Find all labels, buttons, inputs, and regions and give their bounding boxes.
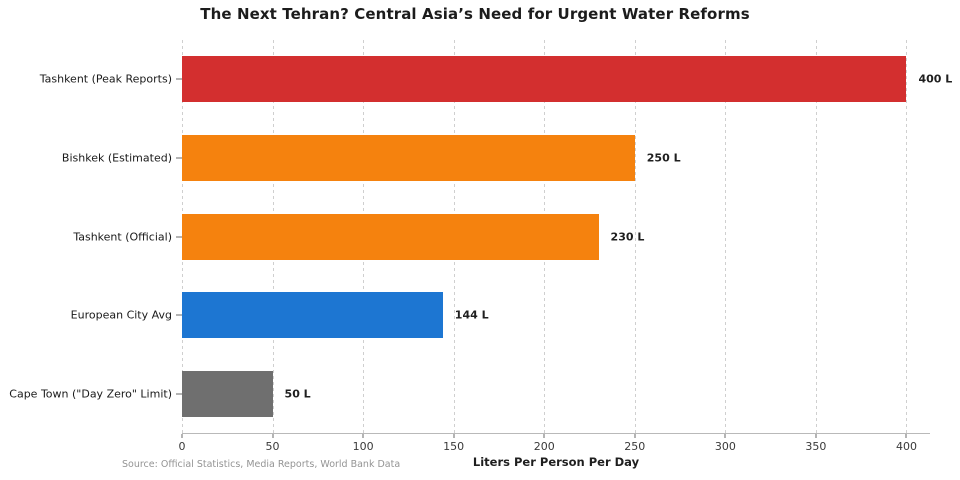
category-label: European City Avg — [70, 308, 172, 322]
category-label: Tashkent (Peak Reports) — [39, 72, 172, 86]
gridline — [906, 40, 908, 433]
x-tick-mark — [905, 434, 907, 438]
bar — [182, 292, 443, 339]
x-tick-label: 200 — [533, 440, 555, 453]
x-tick-mark — [272, 434, 274, 438]
gridline — [725, 40, 727, 433]
category-label: Bishkek (Estimated) — [61, 151, 172, 165]
y-tick-mark — [176, 157, 182, 159]
bar-value-label: 50 L — [284, 387, 311, 401]
x-tick-mark — [543, 434, 545, 438]
x-tick-label: 150 — [443, 440, 465, 453]
bar-value-label: 400 L — [918, 72, 953, 86]
x-tick-mark — [362, 434, 364, 438]
x-tick-label: 300 — [714, 440, 736, 453]
bar — [182, 213, 599, 260]
y-tick-mark — [176, 314, 182, 316]
bar-value-label: 144 L — [454, 308, 489, 322]
category-label: Cape Town ("Day Zero" Limit) — [9, 387, 172, 401]
bar-value-label: 250 L — [646, 151, 681, 165]
x-tick-label: 0 — [178, 440, 186, 453]
bar-value-label: 230 L — [610, 230, 645, 243]
x-axis-spine — [182, 433, 930, 434]
source-note: Source: Official Statistics, Media Repor… — [122, 459, 401, 470]
x-tick-label: 100 — [352, 440, 374, 453]
x-tick-label: 50 — [265, 440, 280, 453]
x-tick-mark — [724, 434, 726, 438]
plot-area: 400 L 250 L 230 L 144 L 50 L — [182, 40, 952, 433]
y-tick-mark — [176, 393, 182, 395]
bar — [182, 370, 273, 417]
bar — [182, 56, 907, 103]
x-tick-mark — [634, 434, 636, 438]
x-axis: 0 50 100 150 200 250 300 350 400 — [178, 433, 930, 463]
x-tick-label: 250 — [624, 440, 646, 453]
x-axis-title: Liters Per Person Per Day — [472, 455, 640, 469]
category-label: Tashkent (Official) — [73, 230, 172, 243]
y-axis-labels: Tashkent (Peak Reports) Bishkek (Estimate… — [0, 0, 182, 480]
gridline — [815, 40, 817, 433]
x-tick-label: 400 — [895, 440, 917, 453]
x-tick-mark — [181, 434, 183, 438]
chart-title: The Next Tehran? Central Asia’s Need for… — [200, 5, 750, 23]
x-tick-mark — [815, 434, 817, 438]
gridline — [634, 40, 636, 433]
y-tick-mark — [176, 236, 182, 237]
x-tick-label: 350 — [805, 440, 827, 453]
bar — [182, 134, 635, 181]
y-tick-mark — [176, 78, 182, 80]
x-tick-mark — [453, 434, 455, 438]
